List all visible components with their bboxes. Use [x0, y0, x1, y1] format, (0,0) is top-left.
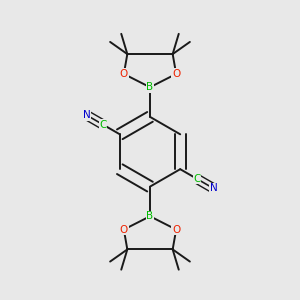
Text: O: O [120, 224, 128, 235]
Text: O: O [172, 224, 180, 235]
Text: C: C [100, 120, 107, 130]
Text: B: B [146, 82, 154, 92]
Text: B: B [146, 211, 154, 221]
Text: N: N [210, 183, 217, 194]
Text: O: O [172, 69, 180, 79]
Text: O: O [120, 69, 128, 79]
Text: N: N [83, 110, 90, 120]
Text: C: C [193, 174, 200, 184]
